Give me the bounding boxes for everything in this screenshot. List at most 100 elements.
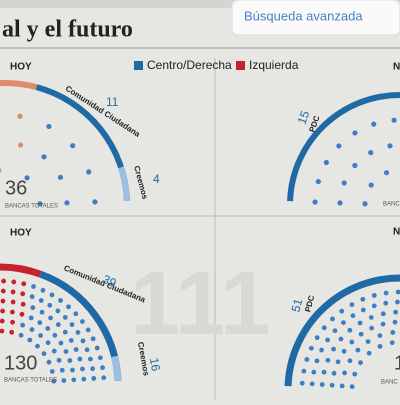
seat-dot <box>70 367 75 373</box>
total: 1 <box>394 352 400 374</box>
seat-dot <box>304 357 310 362</box>
seat-dot <box>383 300 389 306</box>
legend-label: Izquierda <box>249 58 299 72</box>
seat-dot <box>21 281 27 287</box>
seat-dot <box>79 319 85 324</box>
title: al y el futuro <box>2 17 133 43</box>
seat-dot <box>339 308 345 314</box>
seat-dot <box>377 343 383 349</box>
seat-dot <box>358 360 363 366</box>
seat-dot <box>319 347 324 353</box>
seat-dot <box>30 305 36 311</box>
total-label: BANC <box>383 202 400 208</box>
seat-dot <box>365 339 371 344</box>
seat-dot <box>337 200 343 206</box>
party-seats: 11 <box>106 95 119 109</box>
seat-dot <box>366 350 372 356</box>
seat-dot <box>91 376 97 381</box>
seat-dot <box>71 377 77 383</box>
seat-dot <box>341 348 347 354</box>
seat-dot <box>391 117 397 123</box>
seat-dot <box>392 319 398 325</box>
seat-dot <box>46 359 52 365</box>
party-seats: 16 <box>147 357 163 373</box>
seat-dot <box>309 381 315 387</box>
total-label: BANCAS TOTALES <box>5 204 58 210</box>
seat-dot <box>92 199 98 205</box>
seat-dot <box>393 309 399 315</box>
seat-dot <box>357 320 363 326</box>
seat-dot <box>94 345 100 351</box>
seat-dot <box>38 333 43 338</box>
seat-dot <box>308 345 314 351</box>
seat-dot <box>19 311 25 317</box>
seat-dot <box>368 150 374 156</box>
watermark: 111 <box>130 254 270 354</box>
panel-label: HOY <box>10 228 32 239</box>
seat-dot <box>350 313 356 319</box>
seat-dot <box>87 356 93 362</box>
seat-dot <box>315 178 321 185</box>
seat-dot <box>360 307 366 313</box>
seat-dot <box>85 327 91 333</box>
seat-dot <box>341 180 347 186</box>
seat-dot <box>331 346 336 352</box>
seat-dot <box>332 328 338 334</box>
legend-swatch <box>236 61 245 70</box>
seat-dot <box>390 330 396 335</box>
seat-dot <box>58 340 64 346</box>
seat-dot <box>11 279 17 285</box>
seat-dot <box>55 322 61 327</box>
seat-dot <box>73 347 79 352</box>
seat-dot <box>39 309 45 315</box>
legend-label: Centro/Derecha <box>147 58 232 72</box>
seat-dot <box>339 383 345 389</box>
seat-dot <box>371 303 377 309</box>
party-seats: 51 <box>288 297 305 314</box>
seat-dot <box>37 201 43 207</box>
seat-dot <box>29 327 35 332</box>
total: 36 <box>5 177 27 199</box>
seat-dot <box>0 318 5 324</box>
seat-dot <box>319 382 325 387</box>
seat-dot <box>49 292 55 298</box>
seat-dot <box>311 369 317 375</box>
seat-dot <box>45 340 51 346</box>
seat-dot <box>73 311 79 317</box>
seat-dot <box>20 301 26 307</box>
seat-dot <box>20 322 25 328</box>
seat-dot <box>61 378 67 383</box>
seat-dot <box>40 287 46 293</box>
arc <box>0 263 42 278</box>
seat-dot <box>321 369 327 375</box>
seat-dot <box>387 143 393 149</box>
seat-dot <box>84 347 90 353</box>
seat-dot <box>17 142 24 148</box>
seat-dot <box>347 358 353 364</box>
seat-dot <box>362 201 368 207</box>
seat-dot <box>90 336 96 342</box>
seat-dot <box>323 159 329 166</box>
seat-dot <box>20 291 26 297</box>
search-box[interactable] <box>231 0 400 36</box>
panel-label: N <box>393 62 400 73</box>
seat-dot <box>97 355 103 361</box>
seat-dot <box>55 308 61 314</box>
arc <box>118 166 130 201</box>
panel-label: N <box>393 227 400 238</box>
seat-dot <box>325 337 331 343</box>
seat-dot <box>46 123 52 130</box>
seat-dot <box>299 380 305 386</box>
seat-dot <box>86 169 92 175</box>
seat-dot <box>37 320 43 326</box>
seat-dot <box>52 332 58 338</box>
seat-dot <box>352 130 358 136</box>
seat-dot <box>331 370 337 376</box>
party-name: PDC <box>303 294 316 313</box>
seat-dot <box>338 336 344 342</box>
seat-dot <box>57 174 64 180</box>
search-link[interactable]: Búsqueda avanzada <box>244 8 363 23</box>
seat-dot <box>395 299 400 305</box>
seat-dot <box>349 339 355 345</box>
seat-dot <box>67 358 73 363</box>
